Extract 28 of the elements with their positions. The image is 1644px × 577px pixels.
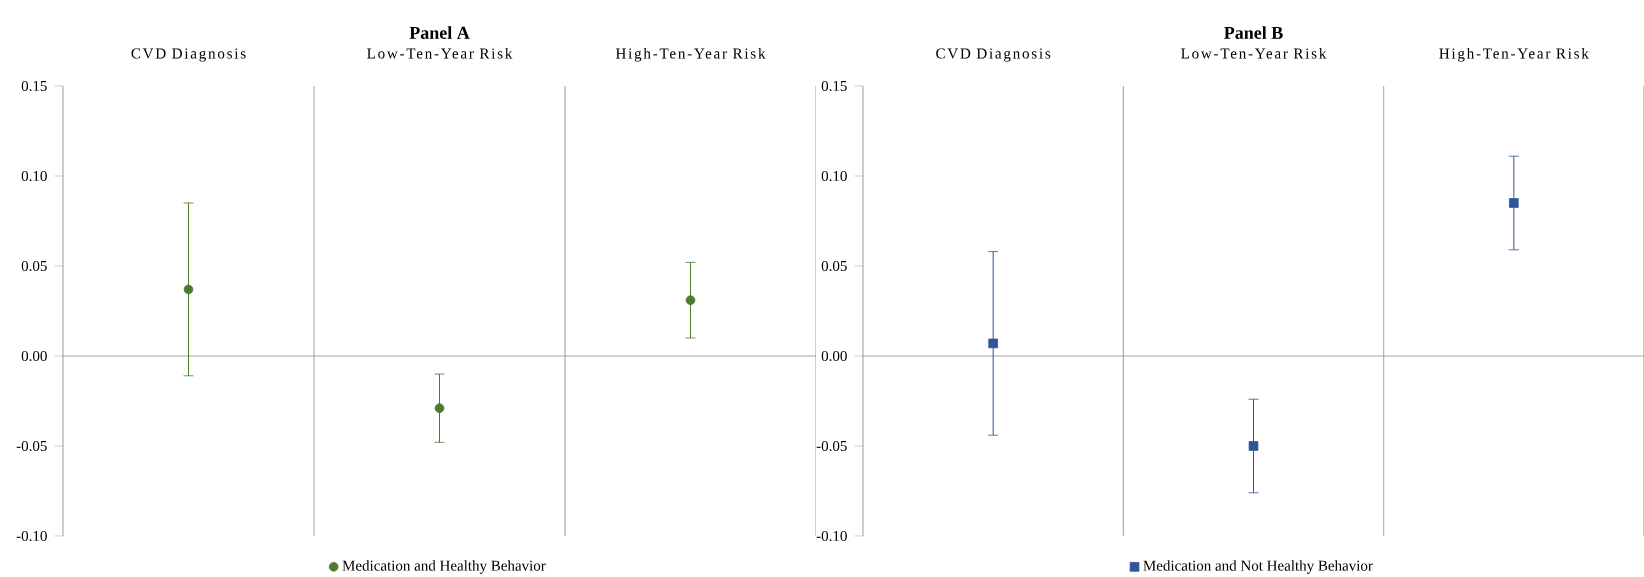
point <box>183 284 194 295</box>
y-tick-label: -0.05 <box>16 440 47 452</box>
x-tick-label: High-Ten-Year Risk <box>1439 47 1589 62</box>
y-tick-label: -0.10 <box>816 530 847 542</box>
y-tick-label: 0.00 <box>21 350 47 362</box>
y-tick-label: 0.15 <box>21 80 47 92</box>
y-tick-label: -0.05 <box>816 440 847 452</box>
y-tick-label: -0.10 <box>16 530 47 542</box>
point <box>1509 198 1519 208</box>
y-tick-label: 0.05 <box>21 260 47 272</box>
y-tick-label: 0.10 <box>21 170 47 182</box>
legend-label: Medication and Healthy Behavior <box>342 560 546 574</box>
x-tick-label: Low-Ten-Year Risk <box>1181 47 1327 59</box>
y-tick-label: 0.00 <box>821 350 847 362</box>
chart-title: Panel A <box>409 26 470 39</box>
legend-label: Medication and Not Healthy Behavior <box>1143 560 1373 574</box>
chart-title: Panel B <box>1224 26 1283 39</box>
point <box>1248 441 1259 451</box>
x-tick-label: Low-Ten-Year Risk <box>367 47 513 59</box>
x-tick-label: CVD Diagnosis <box>131 48 246 62</box>
y-tick-label: 0.15 <box>821 80 847 92</box>
y-tick-label: 0.05 <box>821 260 847 272</box>
point <box>685 295 696 305</box>
point <box>988 338 998 349</box>
x-tick-label: High-Ten-Year Risk <box>615 47 766 62</box>
x-tick-label: CVD Diagnosis <box>936 48 1051 62</box>
y-tick-label: 0.10 <box>821 170 847 182</box>
point <box>434 403 445 413</box>
